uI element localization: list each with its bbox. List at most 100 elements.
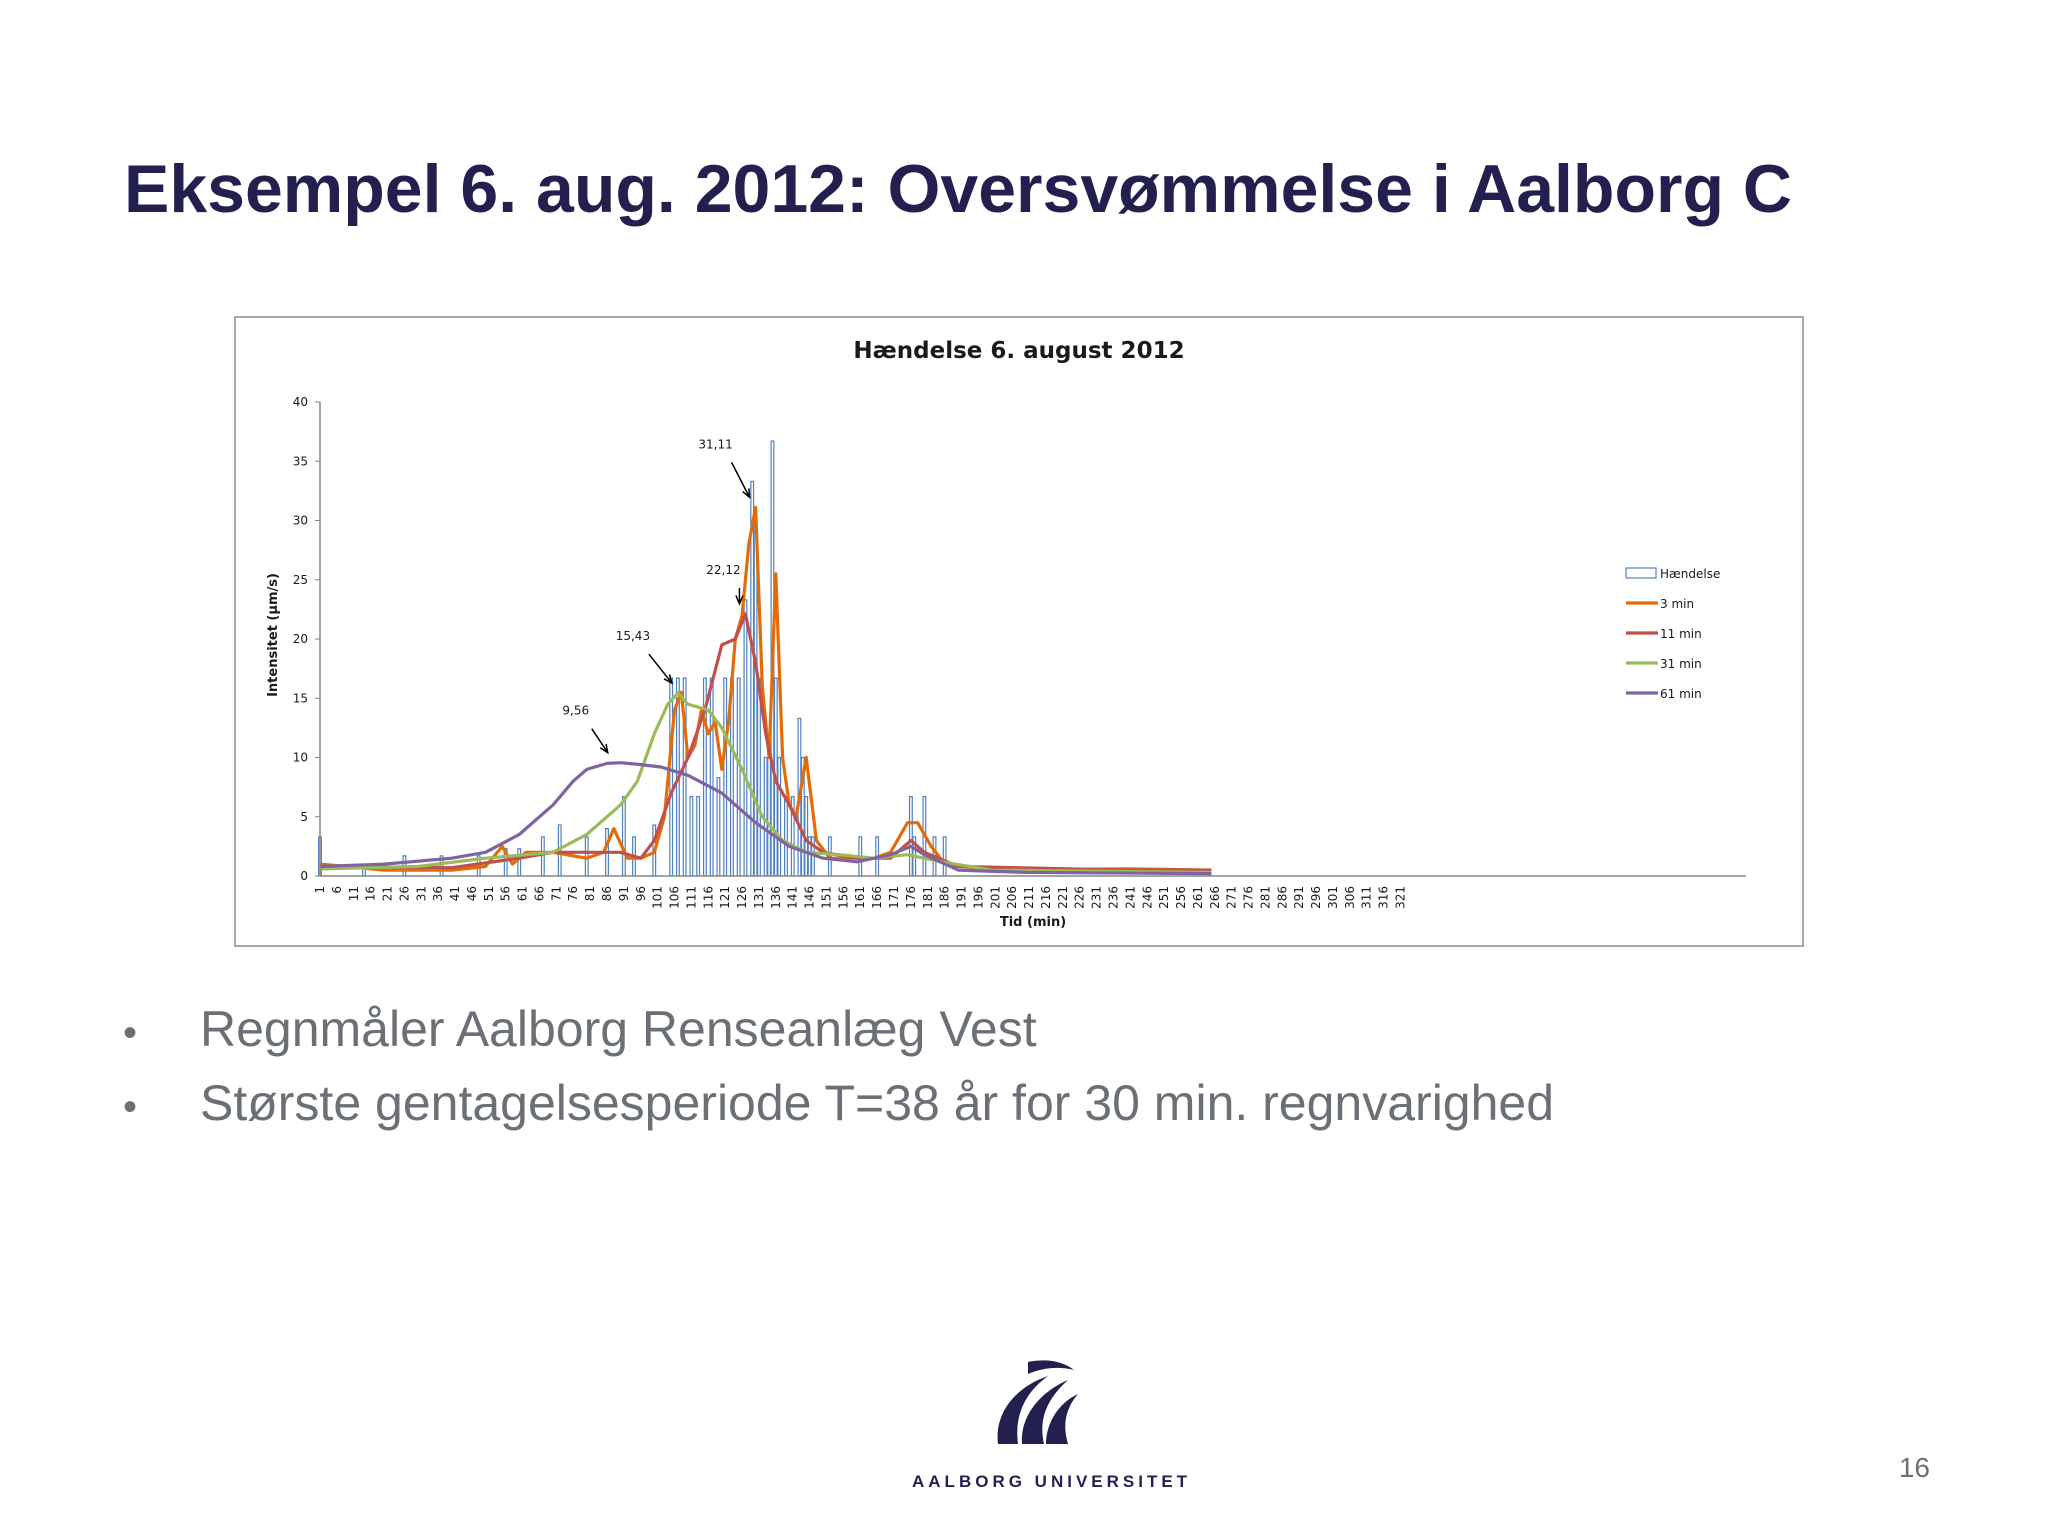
annotation-arrowhead	[742, 488, 751, 500]
chart-frame: Hændelse 6. august 2012 Intensitet (µm/s…	[234, 316, 1804, 947]
x-tick-label: 241	[1123, 886, 1137, 909]
x-tick-label: 291	[1292, 886, 1306, 909]
x-tick-label: 41	[448, 886, 462, 901]
bar	[517, 848, 522, 877]
x-tick-label: 51	[482, 886, 496, 901]
bar	[767, 756, 772, 877]
x-tick-label: 141	[786, 886, 800, 909]
x-tick-label: 316	[1377, 886, 1391, 909]
aau-logo: AALBORG UNIVERSITET	[912, 1356, 1192, 1496]
x-tick-label: 256	[1174, 886, 1188, 909]
x-tick-label: 181	[921, 886, 935, 909]
x-tick-label: 91	[617, 886, 631, 901]
x-tick-label: 276	[1242, 886, 1256, 909]
annotations: 31,11 22,12 15,43 9,56	[562, 437, 751, 755]
bullet-dot: •	[123, 1085, 138, 1129]
annotation-label: 15,43	[616, 629, 650, 643]
x-tick-label: 176	[904, 886, 918, 909]
annotation-arrowhead	[599, 743, 609, 755]
y-axis-label: Intensitet (µm/s)	[266, 573, 281, 697]
x-tick-label: 166	[870, 886, 884, 909]
x-tick-label: 301	[1326, 886, 1340, 909]
x-tick-label: 11	[347, 886, 361, 901]
logo-text: AALBORG UNIVERSITET	[912, 1472, 1192, 1491]
bar	[540, 836, 545, 877]
annotation-label: 9,56	[562, 704, 589, 718]
x-tick-label: 171	[887, 886, 901, 909]
y-tick-label: 10	[293, 751, 308, 765]
bar	[756, 677, 761, 877]
x-tick-label: 191	[955, 886, 969, 909]
y-tick-label: 0	[300, 869, 308, 883]
x-tick-label: 236	[1107, 886, 1121, 909]
x-tick-label: 61	[516, 886, 530, 901]
bar	[777, 756, 782, 877]
y-tick-label: 30	[293, 514, 308, 528]
x-tick-label: 56	[499, 886, 513, 901]
series-line	[319, 612, 1212, 872]
x-tick-label: 131	[752, 886, 766, 909]
bullet-item: • Regnmåler Aalborg Renseanlæg Vest	[120, 1000, 1554, 1074]
annotation-arrow	[591, 728, 609, 754]
annotation-arrowhead	[663, 674, 674, 685]
x-tick-label: 296	[1309, 886, 1323, 909]
bar	[709, 677, 714, 877]
x-tick-label: 286	[1275, 886, 1289, 909]
bullet-item: • Største gentagelsesperiode T=38 år for …	[120, 1074, 1554, 1148]
rainfall-chart: Hændelse 6. august 2012 Intensitet (µm/s…	[266, 338, 1746, 930]
x-tick-label: 111	[684, 886, 698, 909]
x-tick-label: 196	[971, 886, 985, 909]
x-tick-label: 261	[1191, 886, 1205, 909]
page-number: 16	[1898, 1452, 1930, 1483]
slide-title: Eksempel 6. aug. 2012: Oversvømmelse i A…	[124, 151, 1792, 227]
series-line	[319, 761, 1212, 876]
x-tick-label: 201	[988, 886, 1002, 909]
x-tick-label: 211	[1022, 886, 1036, 909]
bar	[908, 796, 913, 877]
bar	[696, 796, 701, 877]
annotation-arrow	[730, 462, 751, 498]
wave-logo-icon	[997, 1360, 1078, 1444]
legend-label: 11 min	[1660, 627, 1702, 641]
x-tick-label: 101	[651, 886, 665, 909]
x-tick-label: 161	[853, 886, 867, 909]
bar	[621, 796, 626, 877]
bullet-text: Største gentagelsesperiode T=38 år for 3…	[200, 1075, 1555, 1131]
x-tick-label: 216	[1039, 886, 1053, 909]
bar	[689, 796, 694, 877]
x-tick-label: 151	[820, 886, 834, 909]
x-tick-label: 206	[1005, 886, 1019, 909]
x-tick-label: 281	[1258, 886, 1272, 909]
x-tick-label: 36	[431, 886, 445, 901]
legend-label: Hændelse	[1660, 567, 1720, 581]
legend-label: 61 min	[1660, 687, 1702, 701]
legend-label: 3 min	[1660, 597, 1694, 611]
y-tick-label: 20	[293, 632, 308, 646]
bar	[743, 599, 748, 877]
line-series-group	[319, 505, 1212, 876]
x-tick-label: 106	[668, 886, 682, 909]
bar-series	[318, 440, 947, 877]
x-tick-label: 31	[414, 886, 428, 901]
x-tick-label: 266	[1208, 886, 1222, 909]
bar	[723, 677, 728, 877]
x-tick-label: 1	[313, 886, 327, 894]
bullet-text: Regnmåler Aalborg Renseanlæg Vest	[200, 1001, 1037, 1057]
x-tick-label: 121	[718, 886, 732, 909]
x-axis-label: Tid (min)	[1000, 915, 1066, 930]
y-tick-label: 5	[300, 810, 308, 824]
bar	[763, 756, 768, 877]
x-tick-label: 66	[533, 886, 547, 901]
x-tick-label: 71	[549, 886, 563, 901]
x-tick-label: 76	[566, 886, 580, 901]
y-tick-label: 15	[293, 691, 308, 705]
y-tick-label: 25	[293, 573, 308, 587]
bar	[736, 677, 741, 877]
bar	[942, 836, 947, 877]
x-tick-label: 96	[634, 886, 648, 901]
bullet-list: • Regnmåler Aalborg Renseanlæg Vest • Stør…	[120, 1000, 1554, 1148]
x-tick-label: 21	[381, 886, 395, 901]
x-tick-label: 226	[1073, 886, 1087, 909]
legend-bar-swatch	[1625, 567, 1657, 579]
legend: Hændelse 3 min 11 min 31 min 61 min	[1625, 567, 1720, 701]
